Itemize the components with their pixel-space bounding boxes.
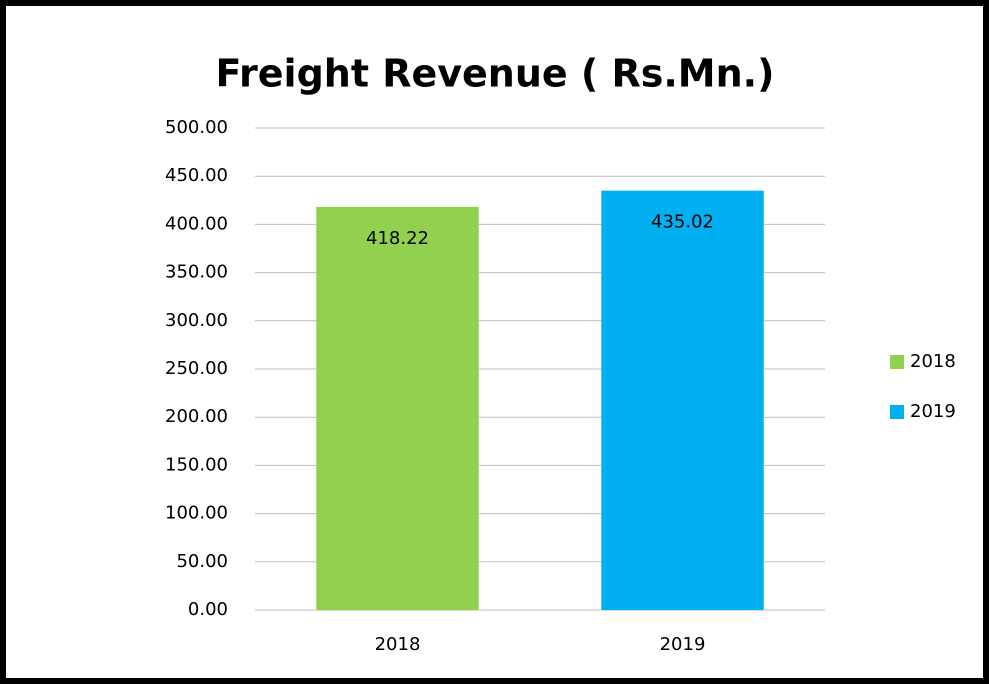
y-tick-label: 250.00 xyxy=(165,358,228,379)
data-label: 435.02 xyxy=(651,212,714,233)
y-tick-label: 100.00 xyxy=(165,503,228,524)
x-tick-label: 2018 xyxy=(375,634,421,655)
y-tick-label: 50.00 xyxy=(176,551,228,572)
y-tick-label: 300.00 xyxy=(165,310,228,331)
y-tick-label: 450.00 xyxy=(165,165,228,186)
legend-swatch xyxy=(890,355,904,369)
x-tick-label: 2019 xyxy=(660,634,706,655)
legend-label: 2018 xyxy=(910,351,956,372)
data-label: 418.22 xyxy=(366,228,429,249)
y-tick-label: 500.00 xyxy=(165,117,228,138)
y-tick-label: 0.00 xyxy=(188,599,228,620)
y-tick-label: 150.00 xyxy=(165,454,228,475)
legend-label: 2019 xyxy=(910,401,956,422)
chart-title: Freight Revenue ( Rs.Mn.) xyxy=(216,52,775,96)
y-tick-label: 400.00 xyxy=(165,213,228,234)
bar xyxy=(316,206,479,610)
y-tick-label: 350.00 xyxy=(165,262,228,283)
legend-swatch xyxy=(890,405,904,419)
bar xyxy=(601,190,764,610)
y-tick-label: 200.00 xyxy=(165,406,228,427)
